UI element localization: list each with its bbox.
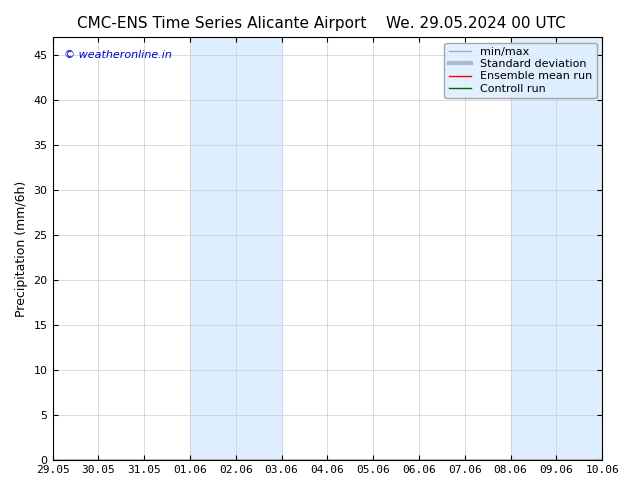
Y-axis label: Precipitation (mm/6h): Precipitation (mm/6h) (15, 180, 28, 317)
Text: We. 29.05.2024 00 UTC: We. 29.05.2024 00 UTC (385, 16, 566, 31)
Bar (190, 37, 281, 460)
Legend: min/max, Standard deviation, Ensemble mean run, Controll run: min/max, Standard deviation, Ensemble me… (444, 43, 597, 98)
Text: CMC-ENS Time Series Alicante Airport: CMC-ENS Time Series Alicante Airport (77, 16, 366, 31)
Bar (510, 37, 602, 460)
Text: © weatheronline.in: © weatheronline.in (63, 50, 171, 60)
